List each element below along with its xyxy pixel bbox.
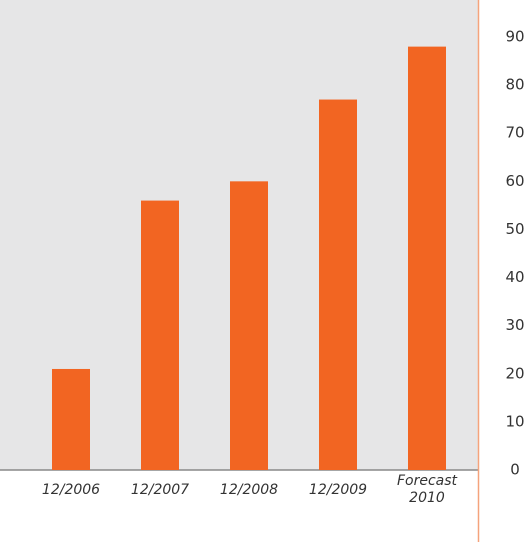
y-tick-label: 80 — [505, 76, 524, 94]
y-tick-label: 20 — [505, 364, 524, 382]
bar — [230, 181, 268, 471]
x-tick-label: 12/2007 — [130, 482, 190, 498]
x-tick-label: 12/2006 — [41, 482, 101, 498]
bar — [52, 368, 90, 470]
x-tick-label: 12/2008 — [219, 482, 279, 498]
y-tick-label: 90 — [505, 28, 524, 46]
bar — [141, 200, 179, 471]
y-tick-label: 30 — [505, 316, 524, 334]
x-tick-label: Forecast 2010 — [397, 473, 458, 506]
bar — [408, 46, 446, 470]
x-tick-label: 12/2009 — [308, 482, 368, 498]
y-tick-label: 50 — [505, 220, 524, 238]
y-tick-label: 10 — [505, 412, 524, 430]
y-tick-label: 70 — [505, 124, 524, 142]
bar — [319, 99, 357, 471]
y-tick-label: 60 — [505, 172, 524, 190]
y-tick-label: 0 — [510, 461, 520, 479]
y-tick-label: 40 — [505, 268, 524, 286]
